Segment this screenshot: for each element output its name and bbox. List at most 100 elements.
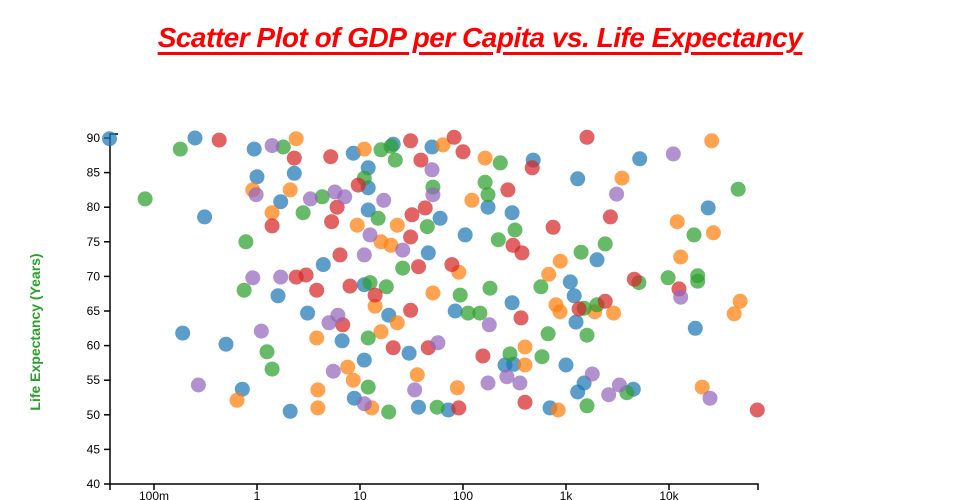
data-point	[300, 305, 316, 321]
data-point	[446, 129, 462, 145]
data-point	[370, 210, 386, 226]
data-point	[687, 320, 703, 336]
data-point	[385, 340, 401, 356]
data-point	[524, 160, 540, 176]
data-point	[337, 189, 353, 205]
x-tick-label: 100	[453, 489, 473, 500]
data-point	[325, 363, 341, 379]
y-tick-label: 55	[87, 373, 101, 387]
data-point	[295, 205, 311, 221]
data-point	[673, 249, 689, 265]
data-point	[732, 293, 748, 309]
data-point	[673, 289, 689, 305]
y-tick-label: 65	[87, 304, 101, 318]
data-point	[218, 336, 234, 352]
data-point	[447, 303, 463, 319]
data-point	[504, 295, 520, 311]
data-point	[686, 227, 702, 243]
data-point	[403, 229, 419, 245]
data-point	[309, 282, 325, 298]
data-point	[601, 387, 617, 403]
data-point	[362, 275, 378, 291]
data-point	[700, 200, 716, 216]
y-tick-label: 40	[87, 477, 101, 491]
data-point	[513, 310, 529, 326]
data-point	[702, 390, 718, 406]
data-point	[704, 133, 720, 149]
data-point	[419, 219, 435, 235]
data-point	[376, 192, 392, 208]
data-point	[407, 382, 423, 398]
data-point	[477, 150, 493, 166]
data-point	[660, 270, 676, 286]
data-point	[550, 402, 566, 418]
data-point	[611, 377, 627, 393]
data-point	[444, 257, 460, 273]
data-point	[389, 315, 405, 331]
data-point	[534, 349, 550, 365]
data-point	[540, 326, 556, 342]
x-tick-label: 1	[254, 489, 261, 500]
x-axis-line	[109, 483, 759, 490]
data-point	[314, 189, 330, 205]
data-point	[541, 266, 557, 282]
data-point	[411, 259, 426, 275]
data-point	[533, 279, 549, 295]
x-tick-label: 10k	[659, 489, 679, 500]
data-point	[480, 375, 496, 391]
data-point	[480, 199, 496, 215]
data-point	[229, 392, 245, 408]
y-tick-label: 70	[87, 269, 101, 283]
data-point	[570, 171, 586, 187]
data-point	[270, 288, 286, 304]
data-point	[749, 402, 765, 418]
data-point	[264, 138, 280, 154]
data-point	[403, 302, 419, 318]
data-point	[472, 305, 488, 321]
data-point	[211, 132, 227, 148]
series-green	[137, 138, 746, 420]
data-point	[568, 314, 584, 330]
data-point	[460, 305, 476, 321]
data-point	[310, 400, 326, 416]
data-point	[451, 400, 467, 416]
data-point	[429, 399, 445, 415]
data-point	[665, 146, 681, 162]
data-point	[482, 280, 498, 296]
data-point	[286, 150, 302, 166]
data-point	[340, 359, 356, 375]
data-point	[413, 152, 429, 168]
data-point	[264, 361, 280, 377]
y-tick-label: 85	[87, 166, 101, 180]
x-tick-label: 1k	[560, 489, 574, 500]
data-point	[310, 382, 326, 398]
data-point	[187, 130, 203, 146]
data-point	[452, 287, 468, 303]
data-point	[403, 133, 419, 149]
data-point	[259, 344, 275, 360]
data-point	[324, 214, 340, 230]
data-point	[669, 214, 685, 230]
data-point	[579, 129, 595, 145]
data-point	[562, 274, 578, 290]
data-point	[626, 271, 642, 287]
data-point	[395, 260, 411, 276]
data-point	[387, 152, 403, 168]
data-point	[499, 369, 515, 385]
data-point	[362, 227, 378, 243]
data-point	[435, 137, 451, 153]
data-point	[175, 325, 191, 341]
data-point	[566, 288, 582, 304]
data-point	[502, 346, 518, 362]
series-purple	[190, 138, 718, 412]
data-point	[512, 375, 528, 391]
data-point	[334, 333, 350, 349]
data-point	[137, 191, 153, 207]
data-point	[246, 141, 262, 157]
data-point	[302, 191, 318, 207]
data-point	[383, 237, 399, 253]
data-point	[480, 187, 496, 203]
data-point	[389, 217, 405, 233]
data-point	[360, 202, 376, 218]
